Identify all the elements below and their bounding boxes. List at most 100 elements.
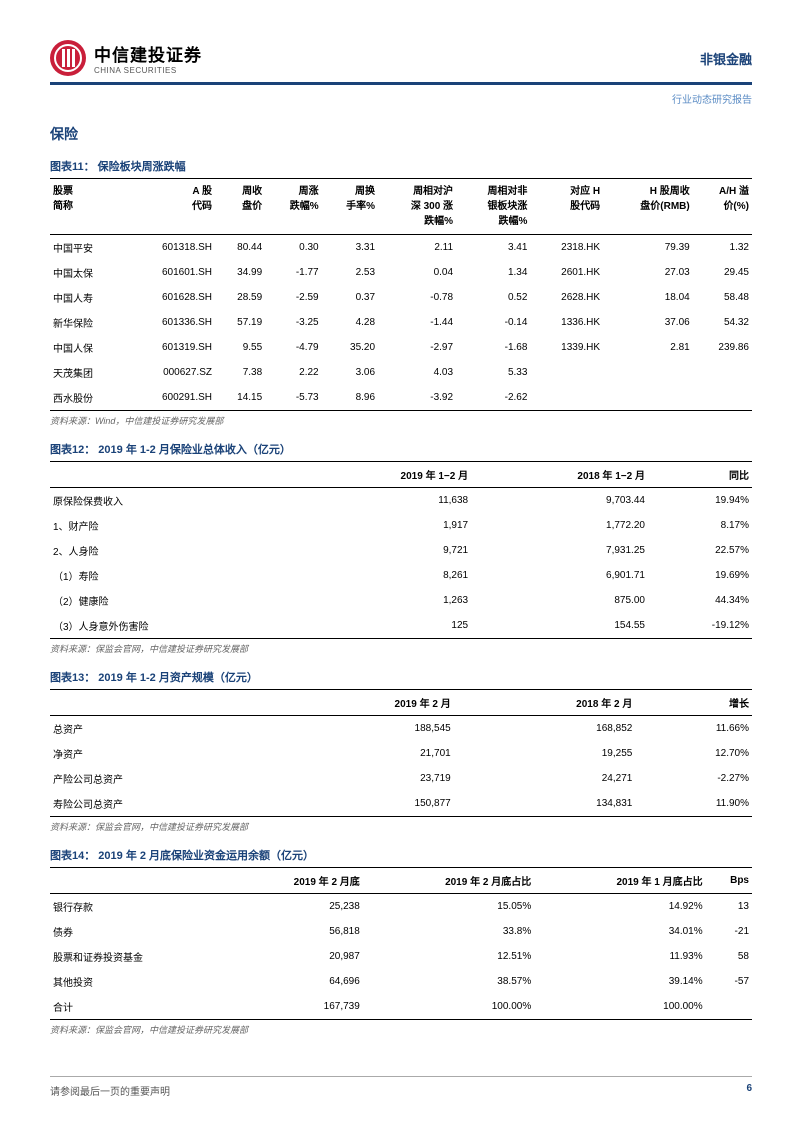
table-cell: -5.73 (265, 385, 321, 411)
table-cell: 167,739 (229, 994, 363, 1020)
table-cell (693, 385, 752, 411)
table-cell (530, 360, 603, 385)
table-cell: 1,917 (294, 513, 471, 538)
table-row: 1、财产险1,9171,772.208.17% (50, 513, 752, 538)
table-cell: -4.79 (265, 335, 321, 360)
table-cell: 9,721 (294, 538, 471, 563)
table-row: （1）寿险8,2616,901.7119.69% (50, 563, 752, 588)
table-cell: 新华保险 (50, 310, 124, 335)
table-cell (530, 385, 603, 411)
table-cell: 150,877 (272, 791, 454, 817)
table-cell: 58.48 (693, 285, 752, 310)
table-cell: 11,638 (294, 488, 471, 514)
table-cell: 37.06 (603, 310, 693, 335)
table-row: （3）人身意外伤害险125154.55-19.12% (50, 613, 752, 639)
table-cell: -21 (706, 919, 752, 944)
table-cell: 23,719 (272, 766, 454, 791)
table-row: 股票和证券投资基金20,98712.51%11.93%58 (50, 944, 752, 969)
table-cell: 11.90% (635, 791, 752, 817)
table-row: 中国人寿601628.SH28.59-2.590.37-0.780.522628… (50, 285, 752, 310)
table-cell (603, 385, 693, 411)
table-row: 总资产188,545168,85211.66% (50, 716, 752, 742)
table-header: 2019 年 2 月 (272, 690, 454, 716)
table-cell: 33.8% (363, 919, 534, 944)
table-cell (706, 994, 752, 1020)
section-title: 保险 (50, 124, 752, 144)
table13-source: 资料来源：保监会官网，中信建投证券研究发展部 (50, 820, 752, 833)
table-header: 2019 年 2 月底占比 (363, 868, 534, 894)
table-cell: 其他投资 (50, 969, 229, 994)
table-row: 净资产21,70119,25512.70% (50, 741, 752, 766)
table-cell: 8.17% (648, 513, 752, 538)
header-category: 非银金融 (700, 49, 752, 68)
table-cell: 11.66% (635, 716, 752, 742)
logo-block: 中信建投证券 CHINA SECURITIES (50, 40, 202, 76)
table-cell: 239.86 (693, 335, 752, 360)
table-cell: 19.94% (648, 488, 752, 514)
table-cell: 9,703.44 (471, 488, 648, 514)
table-cell: 125 (294, 613, 471, 639)
table-header: 同比 (648, 462, 752, 488)
table-cell: 27.03 (603, 260, 693, 285)
table-cell: 100.00% (534, 994, 705, 1020)
table-cell: 24,271 (454, 766, 636, 791)
table-cell: 3.31 (322, 235, 378, 261)
table-cell (693, 360, 752, 385)
table-cell: 西水股份 (50, 385, 124, 411)
table14-source: 资料来源：保监会官网，中信建投证券研究发展部 (50, 1023, 752, 1036)
table-cell: 188,545 (272, 716, 454, 742)
table-cell: 58 (706, 944, 752, 969)
table-row: 银行存款25,23815.05%14.92%13 (50, 894, 752, 920)
table-cell: 原保险保费收入 (50, 488, 294, 514)
table-cell: 600291.SH (124, 385, 215, 411)
report-subtitle: 行业动态研究报告 (50, 91, 752, 106)
footer-disclaimer: 请参阅最后一页的重要声明 (50, 1083, 170, 1098)
table-header: 2019 年 1 月底占比 (534, 868, 705, 894)
table12-caption: 图表12： 2019 年 1-2 月保险业总体收入（亿元） (50, 441, 752, 457)
table-cell: 14.15 (215, 385, 265, 411)
table-header: 周换手率% (322, 179, 378, 235)
table-row: 其他投资64,69638.57%39.14%-57 (50, 969, 752, 994)
brand-name-en: CHINA SECURITIES (94, 66, 202, 75)
table-cell: 38.57% (363, 969, 534, 994)
table-cell: 产险公司总资产 (50, 766, 272, 791)
table-cell: 中国人保 (50, 335, 124, 360)
page-number: 6 (746, 1083, 752, 1098)
table-cell: 0.30 (265, 235, 321, 261)
table-cell: 1,772.20 (471, 513, 648, 538)
table-header: 周相对非银板块涨跌幅% (456, 179, 530, 235)
table-cell: -57 (706, 969, 752, 994)
table14-caption: 图表14： 2019 年 2 月底保险业资金运用余额（亿元） (50, 847, 752, 863)
table-cell: 5.33 (456, 360, 530, 385)
page-footer: 请参阅最后一页的重要声明 6 (50, 1076, 752, 1098)
table-cell: 154.55 (471, 613, 648, 639)
table-header: H 股周收盘价(RMB) (603, 179, 693, 235)
table-row: 中国人保601319.SH9.55-4.7935.20-2.97-1.68133… (50, 335, 752, 360)
table-cell: 25,238 (229, 894, 363, 920)
table-cell: -1.68 (456, 335, 530, 360)
table-cell: 8.96 (322, 385, 378, 411)
table-row: 天茂集团000627.SZ7.382.223.064.035.33 (50, 360, 752, 385)
table-cell: 中国太保 (50, 260, 124, 285)
table-cell: 12.51% (363, 944, 534, 969)
table-cell: 21,701 (272, 741, 454, 766)
table-row: 西水股份600291.SH14.15-5.738.96-3.92-2.62 (50, 385, 752, 411)
table-cell: 股票和证券投资基金 (50, 944, 229, 969)
table-cell: 6,901.71 (471, 563, 648, 588)
table-cell: 8,261 (294, 563, 471, 588)
table-cell: 14.92% (534, 894, 705, 920)
table-cell: 2628.HK (530, 285, 603, 310)
table-cell: 44.34% (648, 588, 752, 613)
table-cell: 000627.SZ (124, 360, 215, 385)
table-cell: 601601.SH (124, 260, 215, 285)
table-cell: 601628.SH (124, 285, 215, 310)
table-header: 周收盘价 (215, 179, 265, 235)
table-cell: 4.28 (322, 310, 378, 335)
table-row: 寿险公司总资产150,877134,83111.90% (50, 791, 752, 817)
table-row: 2、人身险9,7217,931.2522.57% (50, 538, 752, 563)
table-header: 2018 年 2 月 (454, 690, 636, 716)
table-cell: 2.81 (603, 335, 693, 360)
table-cell: （3）人身意外伤害险 (50, 613, 294, 639)
table-cell: -2.97 (378, 335, 456, 360)
table-cell: 2.11 (378, 235, 456, 261)
